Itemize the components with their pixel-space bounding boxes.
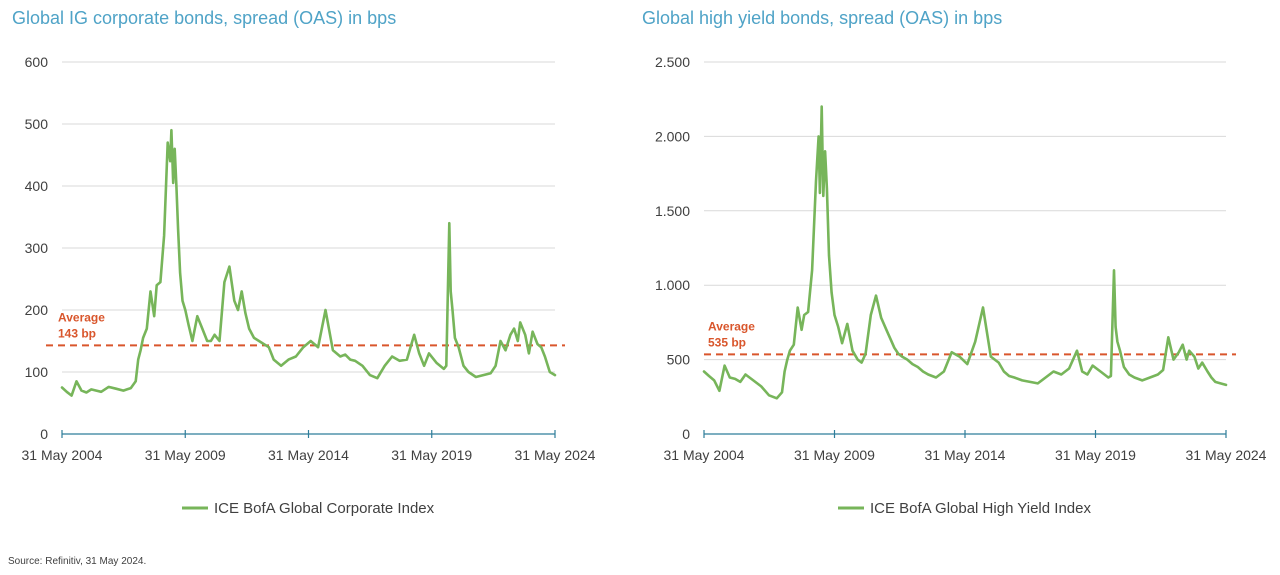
ig-average-value-label: 143 bp	[58, 326, 96, 340]
hy-series-line	[702, 105, 1228, 400]
hy-x-tick-label: 31 May 2014	[925, 447, 1006, 463]
ig-x-tick-label: 31 May 2019	[391, 447, 472, 463]
ig-chart-title: Global IG corporate bonds, spread (OAS) …	[12, 8, 397, 28]
ig-series-line	[60, 128, 557, 397]
ig-legend-label: ICE BofA Global Corporate Index	[214, 500, 435, 517]
ig-y-tick-label: 200	[25, 302, 49, 318]
ig-x-tick-label: 31 May 2009	[145, 447, 226, 463]
hy-y-tick-label: 1.500	[655, 203, 690, 219]
hy-y-tick-label: 2.000	[655, 128, 690, 144]
hy-legend-label: ICE BofA Global High Yield Index	[870, 500, 1091, 517]
hy-x-tick-label: 31 May 2004	[664, 447, 745, 463]
ig-x-tick-label: 31 May 2004	[22, 447, 103, 463]
ig-spread-chart: 0 100 200 300 400 500 600 31 May 2004 31 May 200…	[22, 54, 596, 517]
hy-y-tick-label: 2.500	[655, 54, 690, 70]
ig-average-label: Average	[58, 310, 105, 324]
hy-y-tick-label: 1.000	[655, 277, 690, 293]
ig-y-tick-label: 0	[40, 426, 48, 442]
ig-y-tick-label: 300	[25, 240, 49, 256]
ig-y-tick-label: 600	[25, 54, 49, 70]
ig-chart-panel: Global IG corporate bonds, spread (OAS) …	[0, 0, 620, 540]
ig-y-tick-label: 100	[25, 364, 49, 380]
ig-y-tick-label: 500	[25, 116, 49, 132]
ig-y-tick-label: 400	[25, 178, 49, 194]
hy-x-tick-label: 31 May 2019	[1055, 447, 1136, 463]
hy-x-tick-label: 31 May 2024	[1186, 447, 1267, 463]
hy-y-tick-label: 0	[682, 426, 690, 442]
hy-y-tick-label: 500	[667, 352, 691, 368]
hy-chart-panel: Global high yield bonds, spread (OAS) in…	[628, 0, 1280, 540]
source-note: Source: Refinitiv, 31 May 2024.	[8, 556, 147, 567]
hy-x-tick-label: 31 May 2009	[794, 447, 875, 463]
hy-average-value-label: 535 bp	[708, 335, 746, 349]
hy-spread-chart: 0 500 1.000 1.500 2.000 2.500 31 May 2004 31 Ma…	[655, 54, 1267, 517]
ig-x-tick-label: 31 May 2024	[515, 447, 596, 463]
hy-chart-title: Global high yield bonds, spread (OAS) in…	[642, 8, 1003, 28]
hy-average-label: Average	[708, 319, 755, 333]
ig-x-tick-label: 31 May 2014	[268, 447, 349, 463]
